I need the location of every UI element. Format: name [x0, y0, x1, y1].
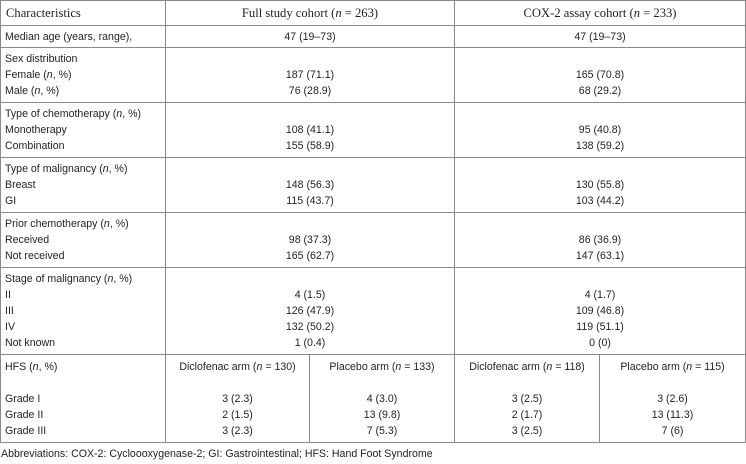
hfs-arm-2-grade-ii: 13 (9.8) [363, 409, 401, 421]
chemo-type-title: Type of chemotherapy (n, %) [5, 108, 142, 120]
hfs-arm-4-cell: Placebo arm (n = 115) 3 (2.6) 13 (11.3) … [598, 354, 746, 443]
hfs-arm-3-grade-ii: 2 (1.7) [511, 409, 543, 421]
characteristics-table: Characteristics Full study cohort (n = 2… [0, 0, 746, 443]
prior-received-full: 98 (37.3) [288, 234, 332, 246]
stage-unknown-label: Not known [5, 337, 56, 349]
hfs-arm-2-cell: Placebo arm (n = 133) 4 (3.0) 13 (9.8) 7… [309, 354, 455, 443]
sex-male-label: Male (n, %) [5, 85, 60, 97]
hfs-arm-3-cell: Diclofenac arm (n = 118) 3 (2.5) 2 (1.7)… [454, 354, 600, 443]
hfs-arm-1-header: Diclofenac arm (n = 130) [179, 361, 296, 373]
malignancy-breast-label: Breast [5, 179, 36, 191]
prior-not-received-cox: 147 (63.1) [575, 250, 625, 262]
prior-chemo-cox-cell: 86 (36.9) 147 (63.1) [453, 212, 746, 268]
stage-full-cell: 4 (1.5) 126 (47.9) 132 (50.2) 1 (0.4) [165, 267, 455, 355]
hfs-grade-ii-label: Grade II [5, 409, 44, 421]
hfs-arm-4-header: Placebo arm (n = 115) [620, 361, 725, 373]
prior-chemo-full-cell: 98 (37.3) 165 (62.7) [165, 212, 455, 268]
median-age-label: Median age (years, range), [0, 25, 166, 48]
chemo-type-section-row: Type of chemotherapy (n, %) Monotherapy … [0, 102, 746, 158]
prior-received-cox: 86 (36.9) [578, 234, 622, 246]
stage-label-cell: Stage of malignancy (n, %) II III IV Not… [0, 267, 166, 355]
prior-chemo-section-row: Prior chemotherapy (n, %) Received Not r… [0, 212, 746, 268]
chemo-combo-label: Combination [5, 140, 65, 152]
hfs-arm-2-grade-i: 4 (3.0) [366, 393, 398, 405]
stage-ii-full: 4 (1.5) [294, 289, 326, 301]
stage-iii-label: III [5, 305, 14, 317]
stage-iv-label: IV [5, 321, 16, 333]
header-cox-cohort: COX-2 assay cohort (n = 233) [453, 0, 746, 26]
stage-ii-label: II [5, 289, 11, 301]
malignancy-type-full-cell: 148 (56.3) 115 (43.7) [165, 157, 455, 213]
stage-section-row: Stage of malignancy (n, %) II III IV Not… [0, 267, 746, 355]
sex-female-full: 187 (71.1) [285, 69, 335, 81]
hfs-section-row: HFS (n, %) Grade I Grade II Grade III Di… [0, 354, 746, 443]
header-full-cohort: Full study cohort (n = 263) [165, 0, 455, 26]
header-row: Characteristics Full study cohort (n = 2… [0, 0, 746, 26]
prior-received-label: Received [5, 234, 50, 246]
sex-male-cox: 68 (29.2) [578, 85, 622, 97]
sex-female-label: Female (n, %) [5, 69, 72, 81]
sex-section-title: Sex distribution [5, 53, 78, 65]
hfs-arm-1-grade-ii: 2 (1.5) [222, 409, 253, 421]
hfs-arm-3-grade-iii: 3 (2.5) [511, 425, 543, 437]
chemo-mono-label: Monotherapy [5, 124, 67, 136]
sex-section-row: Sex distribution Female (n, %) Male (n, … [0, 47, 746, 103]
malignancy-type-section-row: Type of malignancy (n, %) Breast GI 148 … [0, 157, 746, 213]
stage-unknown-full: 1 (0.4) [294, 337, 326, 349]
malignancy-gi-full: 115 (43.7) [286, 195, 334, 207]
chemo-type-full-cell: 108 (41.1) 155 (58.9) [165, 102, 455, 158]
hfs-arm-4-grade-i: 3 (2.6) [657, 393, 688, 405]
prior-chemo-title: Prior chemotherapy (n, %) [5, 218, 129, 230]
hfs-grade-i-label: Grade I [5, 393, 41, 405]
hfs-arm-4-grade-ii: 13 (11.3) [651, 409, 694, 421]
sex-female-cox: 165 (70.8) [575, 69, 625, 81]
chemo-combo-cox: 138 (59.2) [575, 140, 625, 152]
chemo-type-cox-cell: 95 (40.8) 138 (59.2) [453, 102, 746, 158]
stage-unknown-cox: 0 (0) [589, 337, 611, 349]
header-characteristics: Characteristics [0, 0, 166, 26]
chemo-type-label-cell: Type of chemotherapy (n, %) Monotherapy … [0, 102, 166, 158]
stage-ii-cox: 4 (1.7) [584, 289, 616, 301]
chemo-mono-full: 108 (41.1) [285, 124, 335, 136]
hfs-arm-1-grade-iii: 3 (2.3) [222, 425, 253, 437]
malignancy-breast-cox: 130 (55.8) [575, 179, 625, 191]
prior-chemo-label-cell: Prior chemotherapy (n, %) Received Not r… [0, 212, 166, 268]
chemo-mono-cox: 95 (40.8) [578, 124, 622, 136]
hfs-label-cell: HFS (n, %) Grade I Grade II Grade III [0, 354, 166, 443]
hfs-arm-2-grade-iii: 7 (5.3) [366, 425, 398, 437]
hfs-grade-iii-label: Grade III [5, 425, 47, 437]
sex-label-cell: Sex distribution Female (n, %) Male (n, … [0, 47, 166, 103]
sex-cox-cell: 165 (70.8) 68 (29.2) [453, 47, 746, 103]
stage-iii-full: 126 (47.9) [285, 305, 335, 317]
stage-cox-cell: 4 (1.7) 109 (46.8) 119 (51.1) 0 (0) [453, 267, 746, 355]
prior-not-received-full: 165 (62.7) [285, 250, 335, 262]
sex-male-full: 76 (28.9) [288, 85, 332, 97]
malignancy-type-cox-cell: 130 (55.8) 103 (44.2) [453, 157, 746, 213]
median-age-row: Median age (years, range), 47 (19–73) 47… [0, 25, 746, 48]
stage-iii-cox: 109 (46.8) [575, 305, 625, 317]
hfs-arm-2-header: Placebo arm (n = 133) [329, 361, 435, 373]
prior-not-received-label: Not received [5, 250, 65, 262]
stage-iv-full: 132 (50.2) [285, 321, 335, 333]
malignancy-breast-full: 148 (56.3) [285, 179, 335, 191]
hfs-title: HFS (n, %) [5, 361, 58, 373]
hfs-arm-3-grade-i: 3 (2.5) [511, 393, 543, 405]
chemo-combo-full: 155 (58.9) [285, 140, 335, 152]
sex-full-cell: 187 (71.1) 76 (28.9) [165, 47, 455, 103]
malignancy-type-title: Type of malignancy (n, %) [5, 163, 128, 175]
stage-title: Stage of malignancy (n, %) [5, 273, 133, 285]
malignancy-gi-cox: 103 (44.2) [575, 195, 625, 207]
median-age-cox: 47 (19–73) [453, 25, 746, 48]
stage-iv-cox: 119 (51.1) [576, 321, 624, 333]
malignancy-gi-label: GI [5, 195, 17, 207]
hfs-arm-1-cell: Diclofenac arm (n = 130) 3 (2.3) 2 (1.5)… [165, 354, 310, 443]
median-age-full: 47 (19–73) [165, 25, 455, 48]
hfs-arm-4-grade-iii: 7 (6) [661, 425, 684, 437]
hfs-arm-1-grade-i: 3 (2.3) [222, 393, 253, 405]
abbreviations-footnote: Abbreviations: COX-2: Cycloooxygenase-2;… [1, 448, 433, 460]
malignancy-type-label-cell: Type of malignancy (n, %) Breast GI [0, 157, 166, 213]
hfs-arm-3-header: Diclofenac arm (n = 118) [469, 361, 585, 373]
